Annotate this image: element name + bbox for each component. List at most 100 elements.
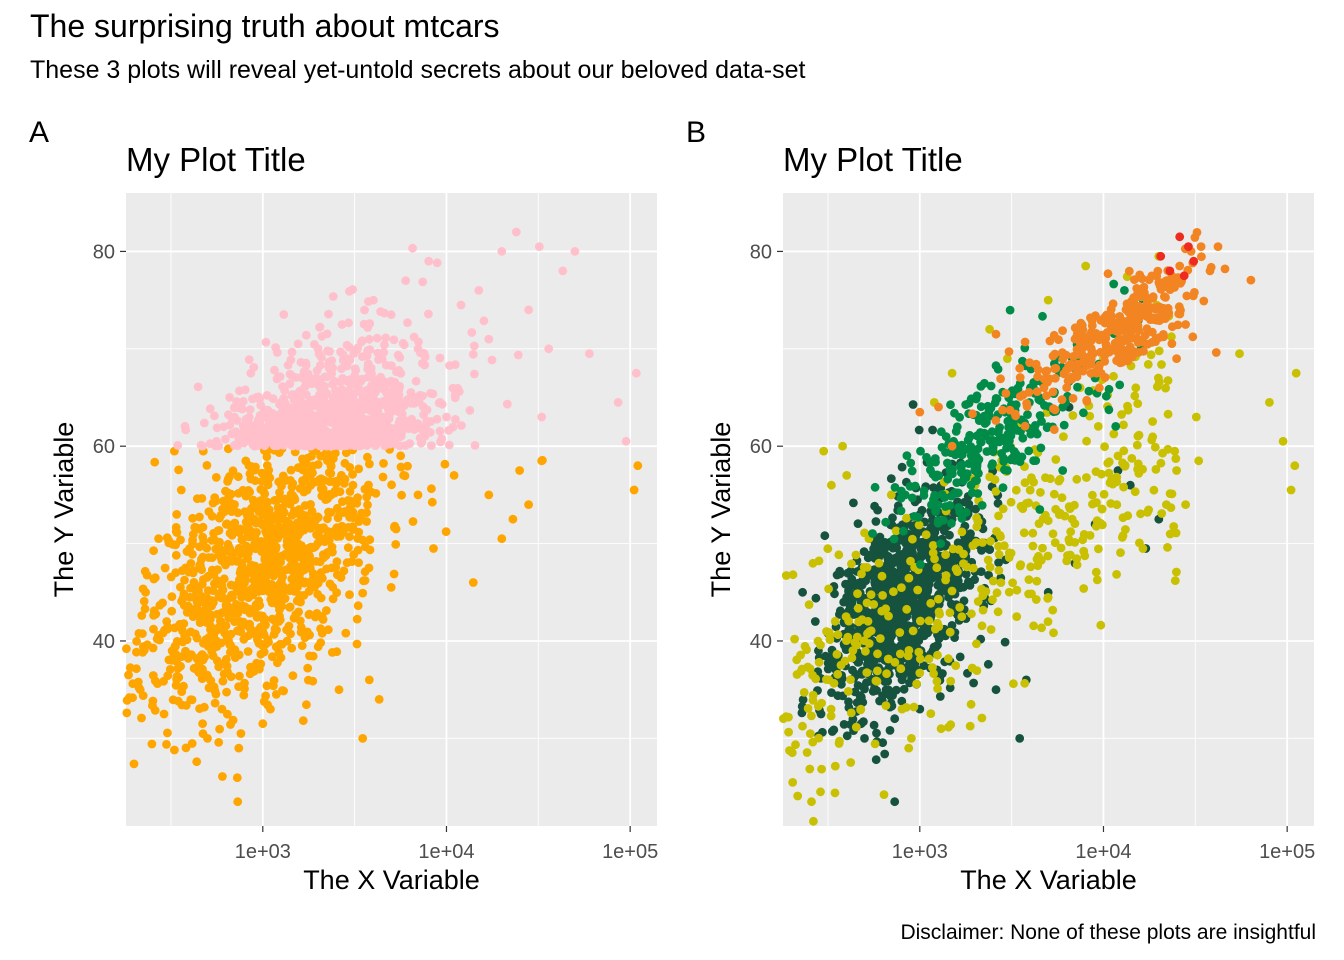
scatter-point (892, 553, 902, 562)
scatter-point (916, 446, 925, 456)
scatter-point (1134, 326, 1143, 336)
scatter-point (933, 684, 942, 693)
scatter-point (287, 643, 297, 653)
scatter-point (1009, 679, 1018, 689)
scatter-point (1103, 269, 1113, 279)
scatter-point (1094, 335, 1104, 345)
scatter-point (1068, 394, 1078, 403)
scatter-point (524, 500, 533, 509)
scatter-series (122, 422, 643, 807)
scatter-point (883, 676, 893, 686)
scatter-point (856, 692, 866, 702)
scatter-point (229, 548, 239, 558)
scatter-point (1051, 363, 1061, 373)
scatter-point (895, 628, 905, 637)
scatter-point (128, 679, 138, 689)
scatter-point (879, 790, 889, 799)
scatter-point (1043, 516, 1053, 526)
scatter-point (906, 637, 916, 646)
scatter-point (1181, 320, 1190, 329)
scatter-point (922, 573, 932, 583)
scatter-point (947, 519, 956, 528)
x-axis-title: The X Variable (960, 865, 1137, 895)
scatter-point (1020, 421, 1030, 431)
scatter-point (824, 675, 834, 685)
scatter-point (365, 406, 375, 415)
scatter-point (955, 603, 965, 612)
scatter-point (262, 681, 272, 691)
scatter-point (934, 402, 943, 412)
scatter-point (1102, 328, 1112, 337)
scatter-point (353, 601, 363, 611)
scatter-point (286, 629, 295, 639)
scatter-point (435, 353, 445, 363)
scatter-point (173, 664, 183, 673)
scatter-point (1105, 478, 1115, 488)
scatter-point (378, 384, 387, 394)
scatter-point (983, 659, 993, 669)
scatter-point (1097, 504, 1107, 514)
scatter-point (803, 662, 813, 672)
scatter-point (943, 458, 952, 468)
scatter-point (881, 517, 891, 527)
scatter-point (424, 256, 434, 266)
scatter-point (993, 607, 1003, 617)
scatter-point (1144, 275, 1154, 285)
scatter-point (345, 498, 355, 507)
scatter-point (202, 461, 212, 470)
scatter-point (1068, 411, 1078, 420)
scatter-point (1125, 342, 1135, 352)
scatter-point (170, 745, 179, 755)
scatter-point (306, 480, 316, 490)
scatter-point (217, 580, 227, 590)
scatter-point (141, 587, 151, 597)
scatter-point (947, 586, 957, 596)
scatter-point (339, 566, 349, 576)
scatter-point (1175, 261, 1185, 271)
scatter-point (209, 528, 219, 538)
scatter-point (386, 583, 396, 592)
scatter-point (276, 653, 286, 663)
scatter-point (1102, 343, 1111, 352)
scatter-point (1114, 335, 1123, 345)
scatter-point (897, 462, 907, 472)
scatter-point (135, 685, 145, 695)
scatter-point (907, 734, 916, 743)
scatter-point (303, 369, 313, 379)
scatter-point (264, 637, 273, 647)
scatter-point (172, 528, 182, 537)
scatter-point (307, 451, 316, 461)
scatter-point (192, 607, 202, 617)
scatter-point (1194, 456, 1204, 466)
scatter-point (277, 571, 287, 581)
scatter-point (994, 566, 1004, 575)
scatter-point (1006, 443, 1015, 452)
scatter-point (994, 541, 1003, 551)
scatter-point (854, 617, 864, 627)
scatter-point (316, 638, 326, 648)
scatter-point (870, 739, 880, 749)
scatter-point (986, 536, 995, 546)
scatter-point (330, 376, 339, 386)
scatter-point (871, 755, 881, 765)
scatter-point (1042, 366, 1052, 376)
scatter-point (343, 543, 353, 552)
scatter-point (386, 310, 396, 320)
scatter-point (1127, 454, 1137, 463)
scatter-point (326, 363, 336, 373)
scatter-point (1028, 541, 1038, 551)
scatter-point (896, 506, 906, 516)
scatter-point (930, 454, 940, 463)
scatter-point (895, 649, 905, 659)
scatter-point (841, 612, 851, 621)
scatter-point (629, 485, 639, 495)
scatter-point (323, 438, 333, 448)
scatter-point (1018, 433, 1028, 443)
scatter-point (360, 393, 370, 402)
scatter-point (1172, 466, 1181, 475)
scatter-point (347, 557, 357, 566)
scatter-point (977, 501, 987, 510)
scatter-point (936, 427, 946, 437)
scatter-point (956, 463, 966, 473)
scatter-point (190, 582, 199, 592)
